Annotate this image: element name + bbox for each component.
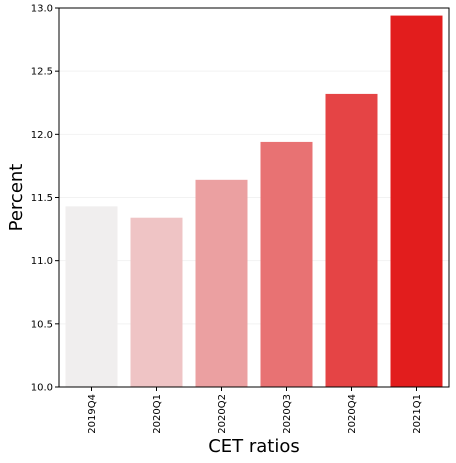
x-ticks: 2019Q4 2020Q1 2020Q2 2020Q3 2020Q4 2021Q1 [87,387,423,434]
bar [195,179,248,387]
bar [130,217,183,387]
y-tick-label: 11.0 [31,256,53,267]
y-axis-title: Percent [6,164,27,232]
x-tick-label: 2020Q1 [152,394,163,434]
y-tick-label: 11.5 [31,193,53,204]
y-tick-label: 12.0 [31,130,53,141]
bars [65,15,443,388]
x-tick-label: 2019Q4 [87,394,98,434]
x-tick-label: 2021Q1 [412,394,423,434]
y-tick-label: 12.5 [31,67,53,78]
bar [325,93,378,387]
y-tick-label: 10.5 [31,319,53,330]
bar [390,15,443,388]
y-ticks: 10.0 10.5 11.0 11.5 12.0 12.5 13.0 [31,4,59,394]
x-tick-label: 2020Q3 [282,394,293,434]
y-tick-label: 13.0 [31,4,53,15]
x-tick-label: 2020Q4 [347,394,358,434]
bar [260,141,313,387]
x-tick-label: 2020Q2 [217,394,228,434]
y-tick-label: 10.0 [31,383,53,394]
grid-lines [59,70,449,325]
bar [65,206,118,387]
plot-frame [58,7,450,388]
x-axis-title: CET ratios [208,436,300,457]
